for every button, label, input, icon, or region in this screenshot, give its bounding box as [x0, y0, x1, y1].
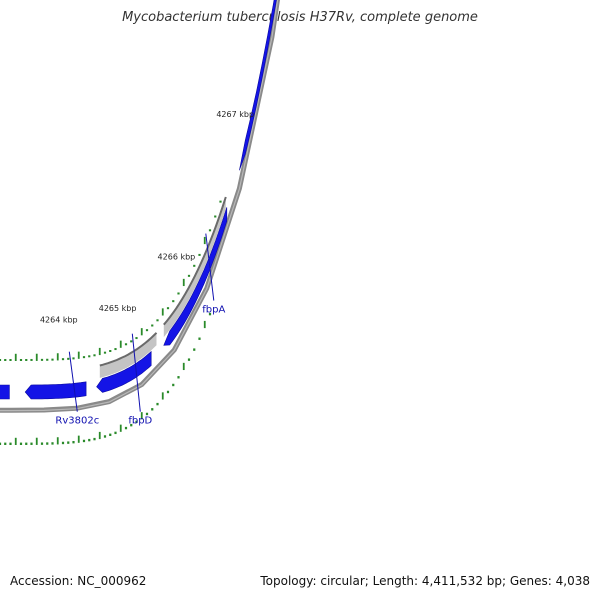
cds-arrow [24, 381, 87, 400]
feature-track [0, 0, 277, 400]
label-leader-line [68, 351, 78, 412]
label-leader-line [131, 333, 141, 412]
block-edge [99, 332, 158, 367]
block-edge [163, 196, 227, 326]
ruler-label: 4265 kbp [99, 304, 137, 313]
cds-arrow [239, 0, 277, 171]
gene-block [163, 197, 226, 338]
gene-label: fbpA [202, 305, 225, 316]
genome-title: Mycobacterium tuberculosis H37Rv, comple… [122, 10, 478, 25]
ruler-label: 4264 kbp [40, 315, 78, 324]
cds-arrow [0, 384, 10, 400]
ruler-label: 4267 kbp [216, 110, 254, 119]
backbone-outer [0, 0, 280, 413]
cds-arrow [96, 350, 152, 393]
backbone-line [0, 0, 280, 413]
accession-text: Accession: NC_000962 [10, 574, 147, 588]
genome-summary-text: Topology: circular; Length: 4,411,532 bp… [260, 574, 590, 588]
gene-label: Rv3802c [55, 416, 99, 427]
ruler-label: 4266 kbp [158, 253, 196, 262]
inner-tick-ring [0, 200, 222, 361]
gene-label: fbpD [128, 416, 152, 427]
gene-labels: Rv3802cfbpDfbpARv3805cRv3806cRv3807cglfT [55, 233, 225, 427]
outer-tick-ring [0, 312, 212, 445]
label-leader-line [205, 233, 215, 301]
backbone-highlight [0, 0, 279, 412]
cds-arrow [163, 207, 228, 346]
gene-block [99, 333, 157, 378]
